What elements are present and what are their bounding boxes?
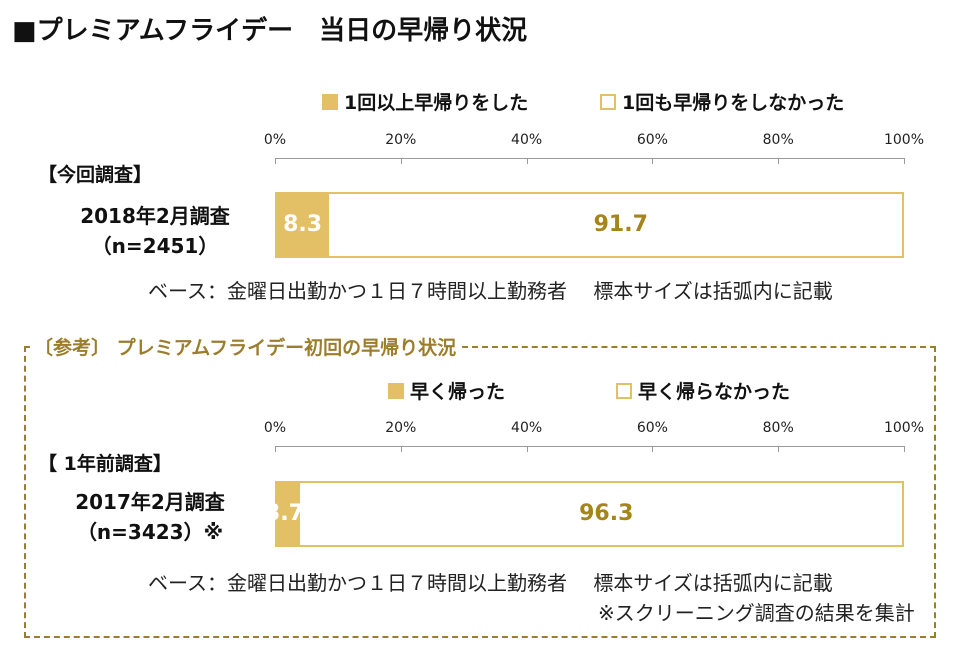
- x-tick-label: 0%: [263, 420, 287, 436]
- x-tick-mark: [275, 158, 276, 164]
- x-tick-mark: [778, 446, 780, 452]
- x-axis-line: [275, 446, 904, 447]
- legend-item-2: 1回も早帰りをしなかった: [600, 88, 844, 115]
- x-tick-label: 60%: [636, 132, 668, 148]
- stacked-bar: 8.3 91.7: [275, 192, 904, 258]
- data-label-not-early: 96.3: [579, 501, 634, 526]
- base-note: ベース：金曜日出勤かつ１日７時間以上勤務者 標本サイズは括弧内に記載: [148, 279, 833, 303]
- bar-segment-early: [275, 192, 328, 258]
- legend-label: 早く帰った: [410, 381, 506, 403]
- x-tick-mark: [526, 158, 528, 164]
- group-label: 【今回調査】: [38, 164, 153, 186]
- data-label-early: 3.7: [265, 501, 304, 526]
- x-tick-mark: [778, 158, 780, 164]
- stacked-bar: 3.7 96.3: [265, 481, 904, 547]
- x-tick-label: 0%: [263, 132, 287, 148]
- x-tick-label: 40%: [511, 132, 543, 148]
- legend-swatch-filled: [388, 382, 404, 399]
- x-tick-mark: [275, 446, 276, 452]
- base-note: ベース：金曜日出勤かつ１日７時間以上勤務者 標本サイズは括弧内に記載: [148, 571, 833, 595]
- x-tick-label: 20%: [385, 132, 417, 148]
- x-axis-line: [275, 158, 904, 159]
- category-label-line-1: 2018年2月調査: [80, 204, 230, 228]
- x-tick-label: 100%: [883, 132, 925, 148]
- legend-label: 早く帰らなかった: [638, 381, 791, 403]
- legend-label: 1回も早帰りをしなかった: [622, 92, 845, 114]
- x-tick-label: 60%: [636, 420, 668, 436]
- category-label-line-2: （n=3423）※: [76, 520, 224, 544]
- x-tick-mark: [904, 446, 905, 452]
- x-tick-label: 80%: [762, 420, 794, 436]
- reference-box: [24, 346, 936, 638]
- legend-item-2: 早く帰らなかった: [616, 377, 790, 404]
- category-label-line-2: （n=2451）: [91, 234, 219, 258]
- x-tick-mark: [526, 446, 528, 452]
- data-label-early: 8.3: [283, 212, 323, 237]
- legend-item-1: 1回以上早帰りをした: [322, 88, 528, 115]
- legend-swatch-empty: [600, 93, 616, 110]
- x-tick-mark: [652, 158, 654, 164]
- footnote: ※スクリーニング調査の結果を集計: [598, 601, 915, 625]
- x-tick-label: 100%: [883, 420, 925, 436]
- x-tick-mark: [904, 158, 905, 164]
- legend-label: 1回以上早帰りをした: [344, 92, 529, 114]
- page-title: ■プレミアムフライデー 当日の早帰り状況: [12, 16, 528, 46]
- reference-section-title: 〔参考〕 プレミアムフライデー初回の早帰り状況: [30, 333, 461, 360]
- x-tick-label: 80%: [762, 132, 794, 148]
- legend-swatch-filled: [322, 93, 338, 110]
- bar-segment-not-early: [298, 481, 904, 547]
- category-label-line-1: 2017年2月調査: [75, 490, 225, 514]
- group-label: 【 1年前調査】: [38, 453, 172, 475]
- x-tick-mark: [400, 158, 402, 164]
- bar-segment-not-early: [327, 192, 904, 258]
- x-tick-label: 20%: [385, 420, 417, 436]
- x-tick-mark: [400, 446, 402, 452]
- legend-swatch-empty: [616, 382, 632, 399]
- bar-segment-early: [275, 481, 299, 547]
- data-label-not-early: 91.7: [593, 212, 648, 237]
- x-tick-mark: [652, 446, 654, 452]
- x-tick-label: 40%: [511, 420, 543, 436]
- legend-item-1: 早く帰った: [388, 377, 505, 404]
